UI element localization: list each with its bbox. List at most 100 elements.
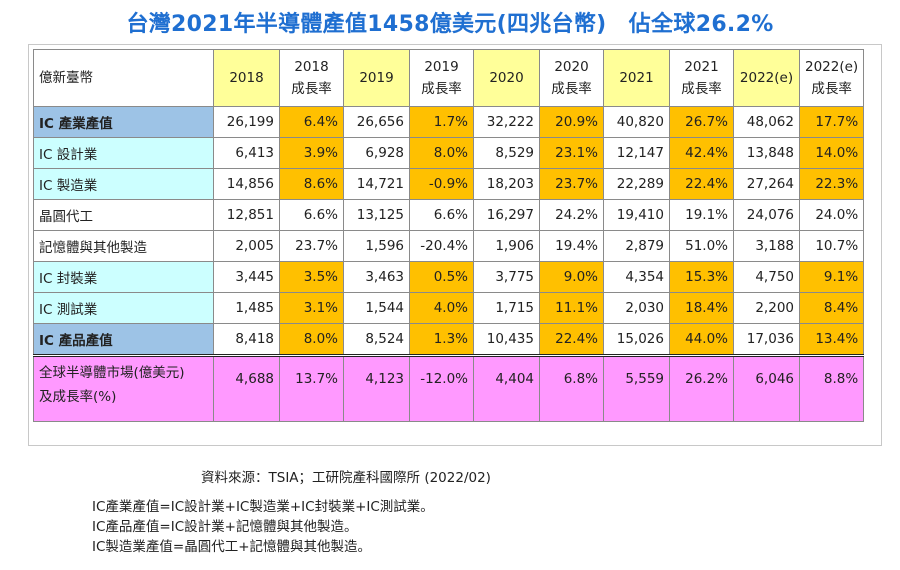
column-header-growth: 成長率 — [551, 81, 592, 97]
table-row: 晶圓代工 12,851 6.6% 13,125 6.6% 16,297 24.2% 19,41… — [33, 199, 865, 231]
growth-cell: -0.9% — [409, 168, 474, 200]
column-header: 2019 — [343, 49, 410, 107]
growth-cell: 9.1% — [798, 261, 865, 293]
growth-cell: 51.0% — [669, 230, 734, 262]
growth-cell: 8.6% — [279, 168, 344, 200]
value-cell: 6,046 — [733, 354, 800, 422]
value-cell: 10,435 — [473, 323, 540, 356]
column-header: 2020 — [473, 49, 540, 107]
growth-cell: 3.1% — [279, 292, 344, 324]
value-cell: 2,005 — [213, 230, 280, 262]
row-label: IC 封裝業 — [33, 261, 214, 293]
formula-note: IC產品產值=IC設計業+記憶體與其他製造。 — [92, 519, 358, 535]
column-header-year: 2021 — [684, 59, 719, 75]
growth-cell: 14.0% — [798, 137, 865, 169]
growth-cell: 6.4% — [279, 106, 344, 138]
value-cell: 12,851 — [213, 199, 280, 231]
value-cell: 14,721 — [343, 168, 410, 200]
growth-cell: -20.4% — [409, 230, 474, 262]
growth-cell: 6.6% — [279, 199, 344, 231]
value-cell: 4,750 — [733, 261, 800, 293]
growth-cell: 8.4% — [798, 292, 865, 324]
value-cell: 24,076 — [733, 199, 800, 231]
value-cell: 1,906 — [473, 230, 540, 262]
growth-cell: 24.2% — [539, 199, 604, 231]
value-cell: 17,036 — [733, 323, 800, 356]
growth-cell: 1.3% — [409, 323, 474, 356]
growth-cell: 8.0% — [409, 137, 474, 169]
unit-label: 億新臺幣 — [33, 49, 214, 107]
value-cell: 48,062 — [733, 106, 800, 138]
column-header-year: 2021 — [619, 70, 654, 86]
value-cell: 2,030 — [603, 292, 670, 324]
column-header-growth: 成長率 — [681, 81, 722, 97]
formula-note: IC產業產值=IC設計業+IC製造業+IC封裝業+IC測試業。 — [92, 499, 434, 515]
value-cell: 40,820 — [603, 106, 670, 138]
growth-cell: -12.0% — [409, 354, 474, 422]
value-cell: 3,188 — [733, 230, 800, 262]
table-row: IC 封裝業 3,445 3.5% 3,463 0.5% 3,775 9.0% 4,354 15… — [33, 261, 865, 293]
column-header: 2021 成長率 — [669, 49, 734, 107]
growth-cell: 22.4% — [669, 168, 734, 200]
column-header: 2018 — [213, 49, 280, 107]
global-label-line2: 及成長率(%) — [39, 389, 117, 405]
growth-cell: 22.3% — [798, 168, 865, 200]
value-cell: 6,928 — [343, 137, 410, 169]
table-row: 記憶體與其他製造 2,005 23.7% 1,596 -20.4% 1,906 19.4% 2… — [33, 230, 865, 262]
column-header-growth: 成長率 — [291, 81, 332, 97]
value-cell: 19,410 — [603, 199, 670, 231]
row-label: IC 產業產值 — [33, 106, 214, 138]
formula-notes: IC產業產值=IC設計業+IC製造業+IC封裝業+IC測試業。 IC產品產值=I… — [92, 497, 434, 557]
value-cell: 8,418 — [213, 323, 280, 356]
row-label: IC 設計業 — [33, 137, 214, 169]
global-label-line1: 全球半導體市場(億美元) — [39, 365, 185, 381]
column-header: 2022(e) — [733, 49, 800, 107]
value-cell: 8,524 — [343, 323, 410, 356]
value-cell: 5,559 — [603, 354, 670, 422]
growth-cell: 11.1% — [539, 292, 604, 324]
column-header-year: 2020 — [554, 59, 589, 75]
value-cell: 4,123 — [343, 354, 410, 422]
column-header: 2019 成長率 — [409, 49, 474, 107]
column-header-growth: 成長率 — [811, 81, 852, 97]
growth-cell: 9.0% — [539, 261, 604, 293]
column-header-year: 2018 — [294, 59, 329, 75]
growth-cell: 13.4% — [798, 323, 865, 356]
table-row: IC 製造業 14,856 8.6% 14,721 -0.9% 18,203 23.7% 22… — [33, 168, 865, 200]
row-label: IC 測試業 — [33, 292, 214, 324]
value-cell: 4,404 — [473, 354, 540, 422]
global-market-row: 全球半導體市場(億美元) 及成長率(%) 4,688 13.7% 4,123 -12.0%… — [33, 354, 865, 422]
growth-cell: 10.7% — [798, 230, 865, 262]
growth-cell: 3.9% — [279, 137, 344, 169]
value-cell: 26,656 — [343, 106, 410, 138]
growth-cell: 6.8% — [539, 354, 604, 422]
value-cell: 8,529 — [473, 137, 540, 169]
value-cell: 2,200 — [733, 292, 800, 324]
growth-cell: 6.6% — [409, 199, 474, 231]
value-cell: 27,264 — [733, 168, 800, 200]
table-row: IC 產業產值 26,199 6.4% 26,656 1.7% 32,222 20.9% 40… — [33, 106, 865, 138]
page-title: 台灣2021年半導體產值1458億美元(四兆台幣) 佔全球26.2% — [126, 12, 774, 37]
growth-cell: 22.4% — [539, 323, 604, 356]
growth-cell: 20.9% — [539, 106, 604, 138]
growth-cell: 23.1% — [539, 137, 604, 169]
growth-cell: 1.7% — [409, 106, 474, 138]
growth-cell: 26.2% — [669, 354, 734, 422]
growth-cell: 23.7% — [539, 168, 604, 200]
value-cell: 4,688 — [213, 354, 280, 422]
table-row: IC 測試業 1,485 3.1% 1,544 4.0% 1,715 11.1% 2,030 1… — [33, 292, 865, 324]
data-table-container: 億新臺幣 2018 2018 成長率 2019 2019 成長率 2020 2020 成長率 202… — [28, 44, 882, 486]
growth-cell: 26.7% — [669, 106, 734, 138]
growth-cell: 0.5% — [409, 261, 474, 293]
row-label: IC 製造業 — [33, 168, 214, 200]
column-header: 2021 — [603, 49, 670, 107]
value-cell: 13,125 — [343, 199, 410, 231]
value-cell: 26,199 — [213, 106, 280, 138]
value-cell: 6,413 — [213, 137, 280, 169]
column-header-year: 2019 — [359, 70, 394, 86]
column-header: 2020 成長率 — [539, 49, 604, 107]
row-label: IC 產品產值 — [33, 323, 214, 356]
value-cell: 16,297 — [473, 199, 540, 231]
growth-cell: 19.4% — [539, 230, 604, 262]
value-cell: 3,445 — [213, 261, 280, 293]
